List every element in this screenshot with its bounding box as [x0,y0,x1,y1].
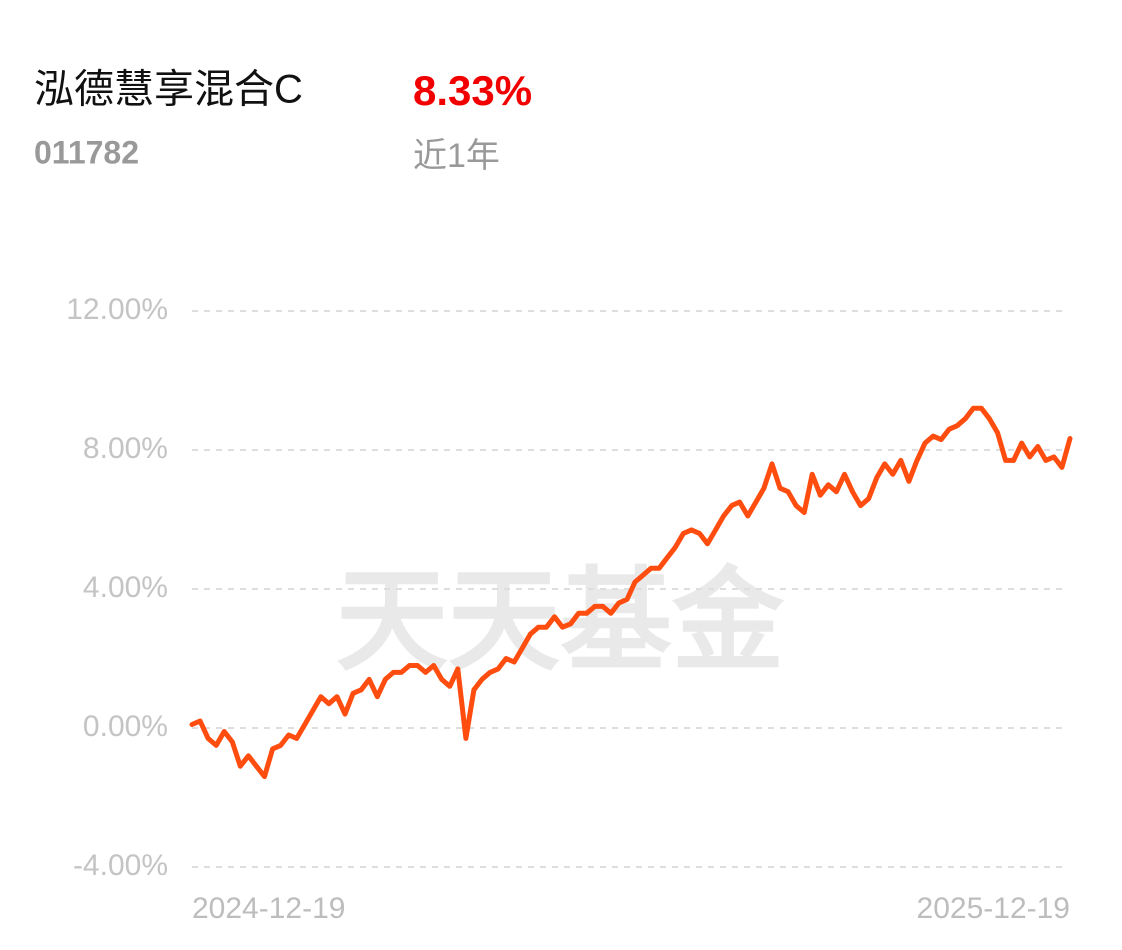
plot: -4.00% 0.00% 4.00% 8.00% 12.00% 2024-12-19 202… [66,293,1073,925]
return-period: 近1年 [413,137,500,175]
x-tick-label: 2024-12-19 [192,892,345,925]
y-tick-label: 0.00% [83,710,168,743]
x-tick-label: 2025-12-19 [917,892,1070,925]
y-tick-label: -4.00% [73,849,168,882]
fund-code: 011782 [34,134,139,170]
line-series [189,405,1073,780]
y-tick-label: 8.00% [83,432,168,465]
return-value: 8.33% [413,67,532,114]
y-tick-label: 12.00% [66,293,168,326]
fund-name: 泓德慧享混合C [34,68,303,112]
y-tick-label: 4.00% [83,571,168,604]
